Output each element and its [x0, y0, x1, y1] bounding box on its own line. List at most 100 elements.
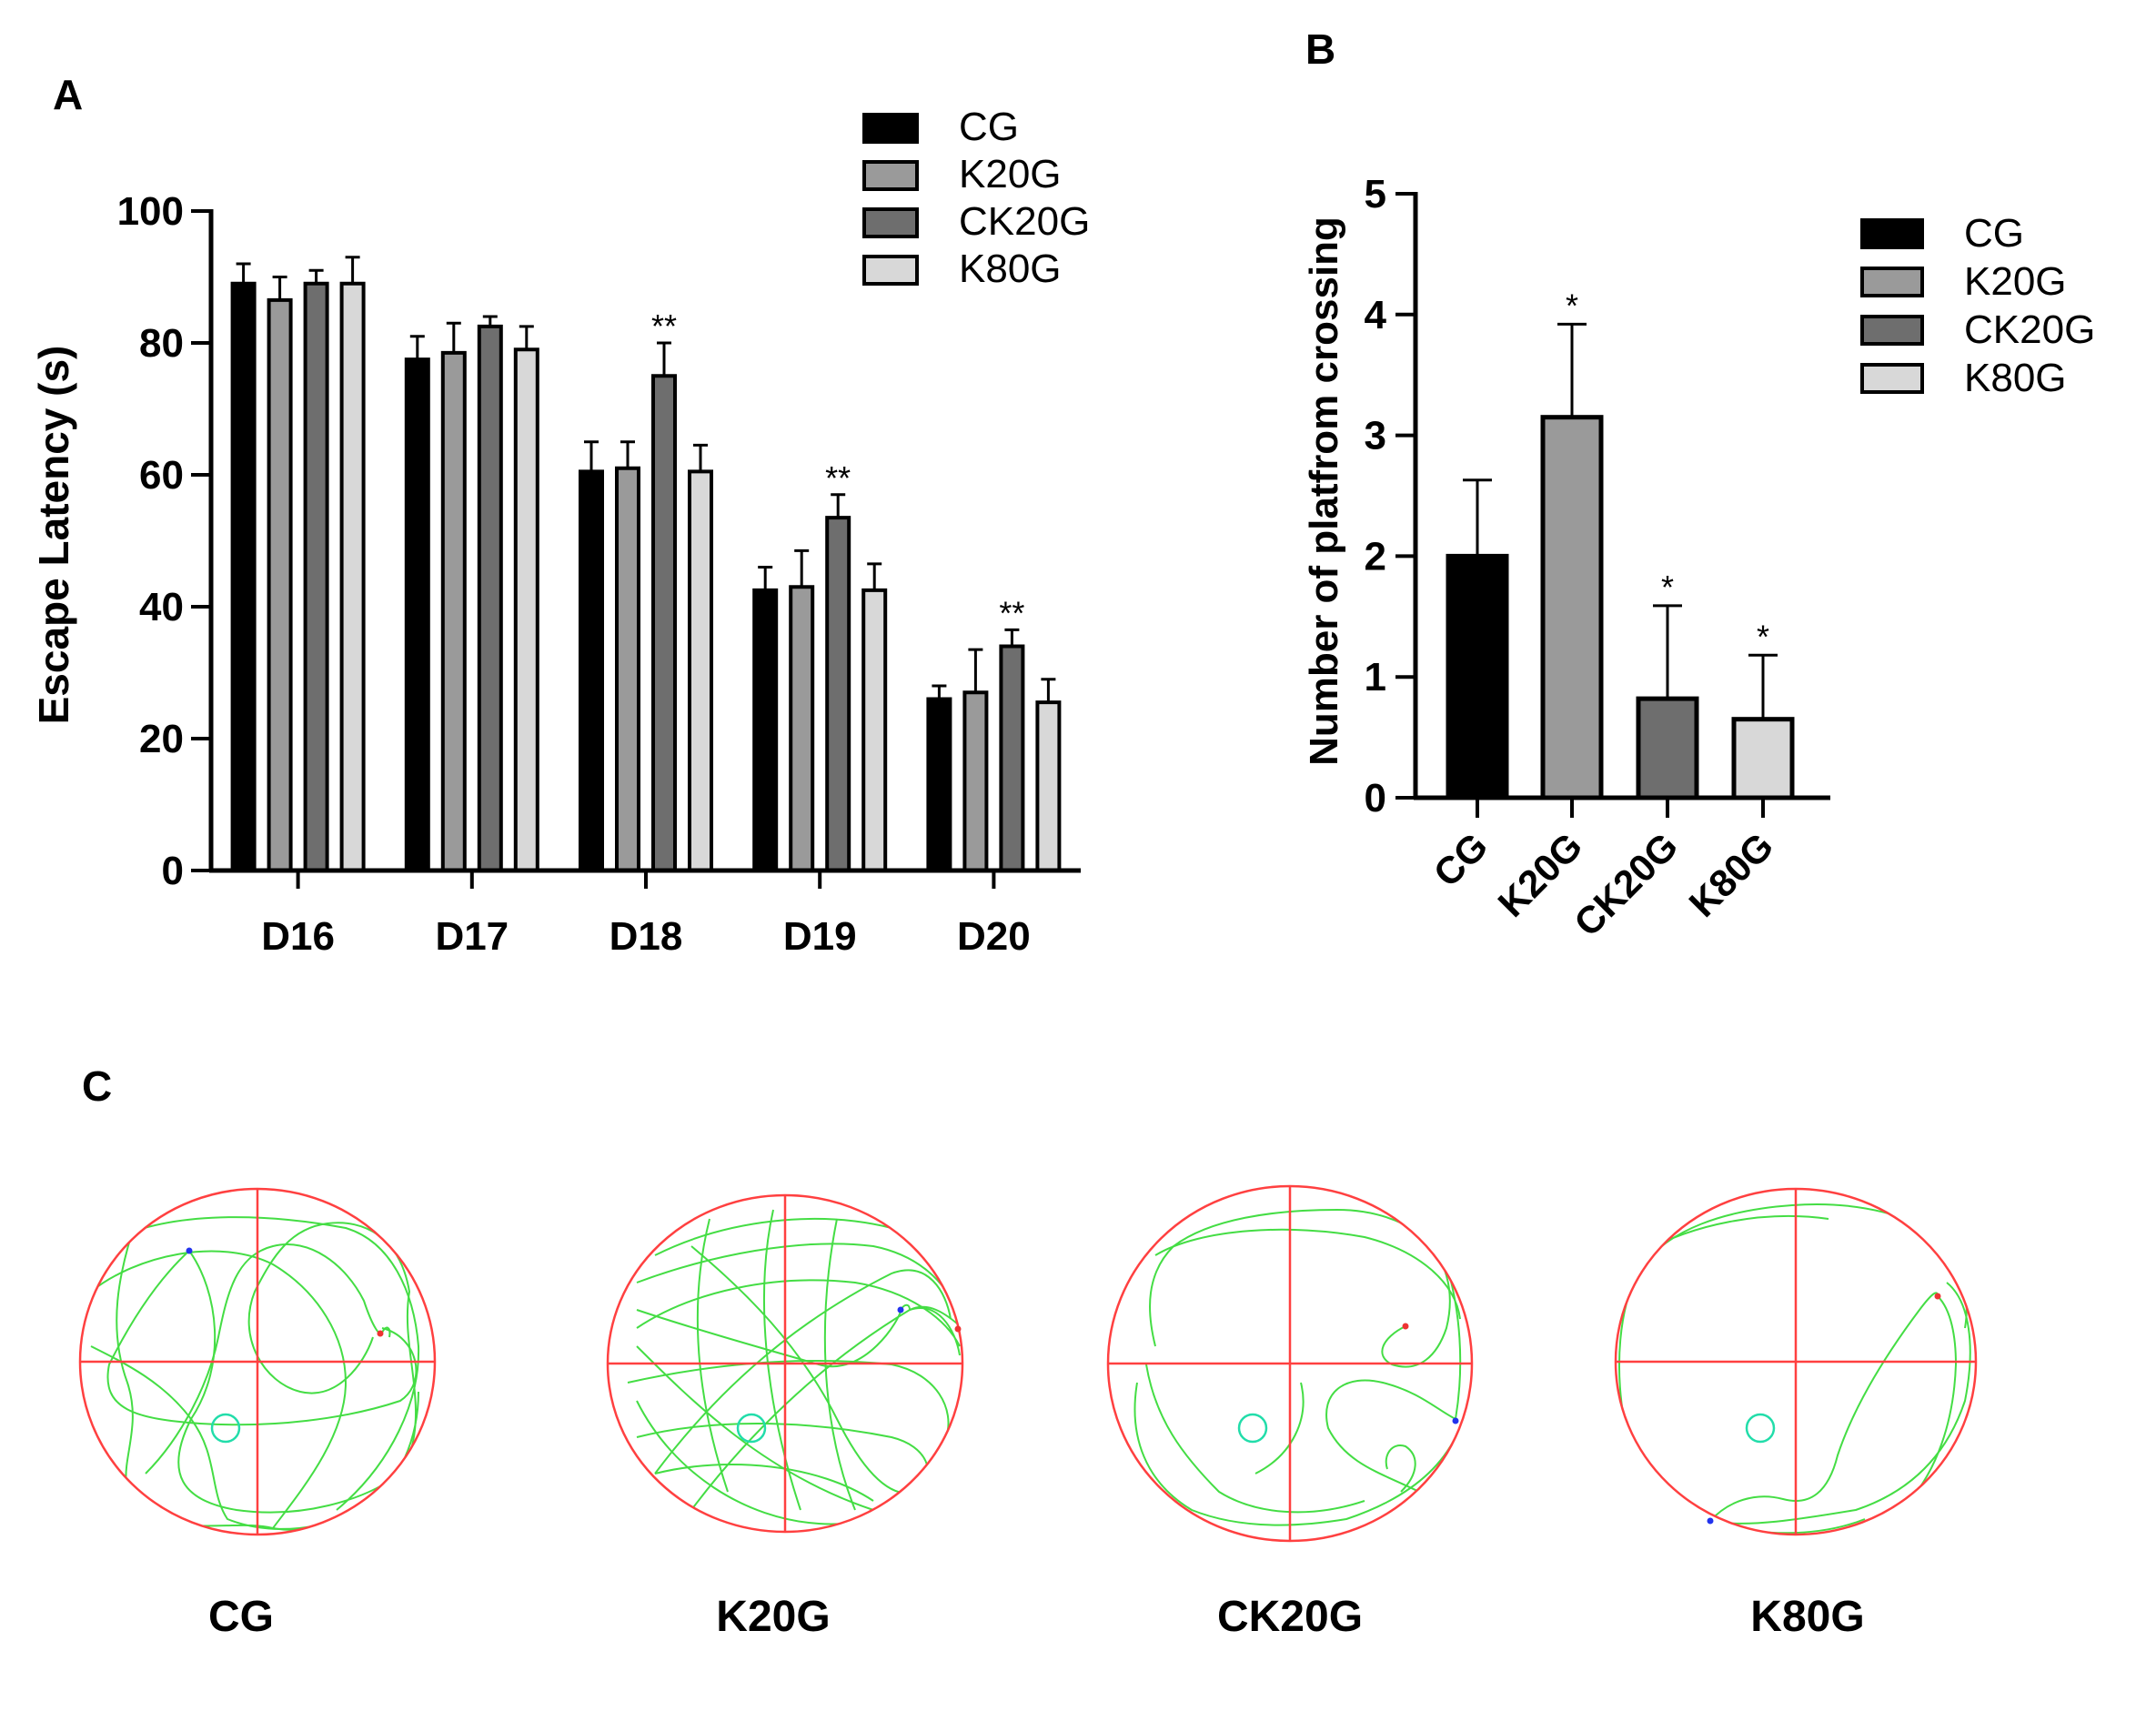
x-tick-label-d20: D20 — [957, 914, 1031, 959]
platform-marker — [210, 1413, 241, 1444]
swim-path — [1133, 1208, 1462, 1526]
end-point — [377, 1330, 384, 1337]
legend-label-k20g: K20G — [1964, 259, 2067, 304]
x-tick-label-d17: D17 — [435, 914, 509, 959]
bar-ck20g-d16 — [303, 281, 329, 872]
panel-a-label: A — [53, 71, 83, 118]
end-point — [954, 1325, 962, 1333]
significance-marker-ck20g: * — [1661, 569, 1674, 606]
significance-marker-d20: ** — [999, 594, 1024, 631]
chart-a-axes: D16 D17 D18 D19 D20 ** ** ** 0 20 40 60 80 100 — [117, 189, 1081, 959]
bar-ck20g-d18 — [651, 374, 677, 872]
bar-k80g-d18 — [688, 469, 713, 872]
significance-marker-d19: ** — [825, 459, 851, 497]
x-tick-label-d19: D19 — [783, 914, 857, 959]
track-label-k80g: K80G — [1750, 1593, 1864, 1641]
legend-swatch-k20g — [862, 160, 919, 191]
bar-ck20g-d19 — [825, 516, 851, 872]
bar-ck20g-d20 — [999, 644, 1025, 872]
x-tick-label-d18: D18 — [610, 914, 683, 959]
x-tick-label-cg: CG — [1426, 824, 1496, 895]
significance-marker-k20g: * — [1566, 287, 1578, 324]
bar-k20g-d18 — [615, 466, 640, 872]
legend-swatch-cg — [862, 113, 919, 144]
bar-k20g-d20 — [962, 690, 989, 872]
bar-k80g-d16 — [339, 281, 366, 872]
bar-ck20g — [1636, 696, 1699, 800]
bar-cg-d17 — [404, 357, 430, 872]
panel-b-label: B — [1305, 25, 1335, 73]
track-plot-ck20g — [1106, 1184, 1474, 1543]
swim-path — [90, 1216, 420, 1531]
bar-k80g — [1731, 717, 1795, 800]
bar-cg-d16 — [230, 281, 257, 872]
chart-a-y-axis-label: Escape Latency (s) — [30, 346, 77, 725]
legend-swatch-cg — [1860, 218, 1924, 249]
platform-marker — [1745, 1413, 1776, 1444]
panel-c-label: C — [82, 1062, 112, 1110]
legend-swatch-ck20g — [862, 207, 919, 238]
bar-k80g-d19 — [861, 588, 888, 872]
legend-swatch-k80g — [1860, 363, 1924, 394]
y-tick-label-3: 3 — [1365, 414, 1386, 458]
bar-k20g-d19 — [789, 585, 815, 872]
chart-a: D16 D17 D18 D19 D20 ** ** ** 0 20 40 60 80 100 Escape… — [30, 105, 1090, 959]
start-point — [897, 1306, 904, 1313]
legend-label-ck20g: CK20G — [959, 199, 1090, 244]
bar-k80g-d17 — [513, 347, 539, 872]
bar-k20g-d17 — [440, 350, 467, 872]
bar-cg-d19 — [752, 588, 779, 872]
x-tick-label-k80g: K80G — [1681, 824, 1782, 925]
y-tick-label-0: 0 — [1365, 776, 1386, 820]
bar-k80g-d20 — [1035, 700, 1062, 872]
platform-marker — [736, 1413, 767, 1444]
bar-cg-d20 — [926, 697, 952, 872]
y-tick-label-5: 5 — [1365, 172, 1386, 216]
legend-label-k20g: K20G — [959, 152, 1062, 196]
bar-k20g-d16 — [267, 297, 293, 872]
track-label-k20g: K20G — [716, 1593, 830, 1641]
bar-cg — [1446, 553, 1509, 800]
legend-label-cg: CG — [959, 105, 1019, 149]
chart-b-y-axis-label: Number of platfrom crossing — [1302, 216, 1346, 766]
y-tick-label-100: 100 — [117, 189, 184, 234]
bar-ck20g-d17 — [477, 324, 503, 872]
start-point — [186, 1247, 193, 1254]
y-tick-label-40: 40 — [139, 585, 184, 629]
y-tick-label-1: 1 — [1365, 655, 1386, 699]
legend-label-cg: CG — [1964, 211, 2024, 256]
bar-k20g — [1540, 415, 1604, 800]
y-tick-label-80: 80 — [139, 321, 184, 366]
legend-swatch-k80g — [862, 255, 919, 286]
x-tick-label-d16: D16 — [261, 914, 335, 959]
track-label-ck20g: CK20G — [1217, 1593, 1363, 1641]
chart-a-bars — [230, 256, 1062, 872]
end-point — [1402, 1323, 1409, 1330]
track-plot-cg — [78, 1187, 437, 1536]
x-tick-label-ck20g: CK20G — [1566, 824, 1686, 944]
start-point — [1707, 1517, 1714, 1525]
bar-cg-d18 — [579, 469, 604, 872]
y-tick-label-60: 60 — [139, 453, 184, 498]
legend-label-k80g: K80G — [959, 247, 1062, 291]
legend-swatch-k20g — [1860, 267, 1924, 297]
track-label-cg: CG — [208, 1593, 274, 1641]
platform-marker — [1237, 1413, 1268, 1444]
swim-tracks: CG K20G CK20G K80G — [78, 1184, 1978, 1641]
start-point — [1452, 1417, 1459, 1424]
legend-swatch-ck20g — [1860, 315, 1924, 346]
significance-marker-k80g: * — [1757, 618, 1769, 655]
track-plot-k80g — [1614, 1187, 1978, 1536]
swim-path — [627, 1209, 961, 1525]
y-tick-label-20: 20 — [139, 717, 184, 761]
chart-b-bars — [1446, 322, 1795, 800]
significance-marker-d18: ** — [651, 307, 677, 345]
y-tick-label-4: 4 — [1365, 293, 1387, 337]
y-tick-label-0: 0 — [162, 849, 184, 893]
end-point — [1934, 1293, 1941, 1300]
legend-label-ck20g: CK20G — [1964, 307, 2095, 352]
